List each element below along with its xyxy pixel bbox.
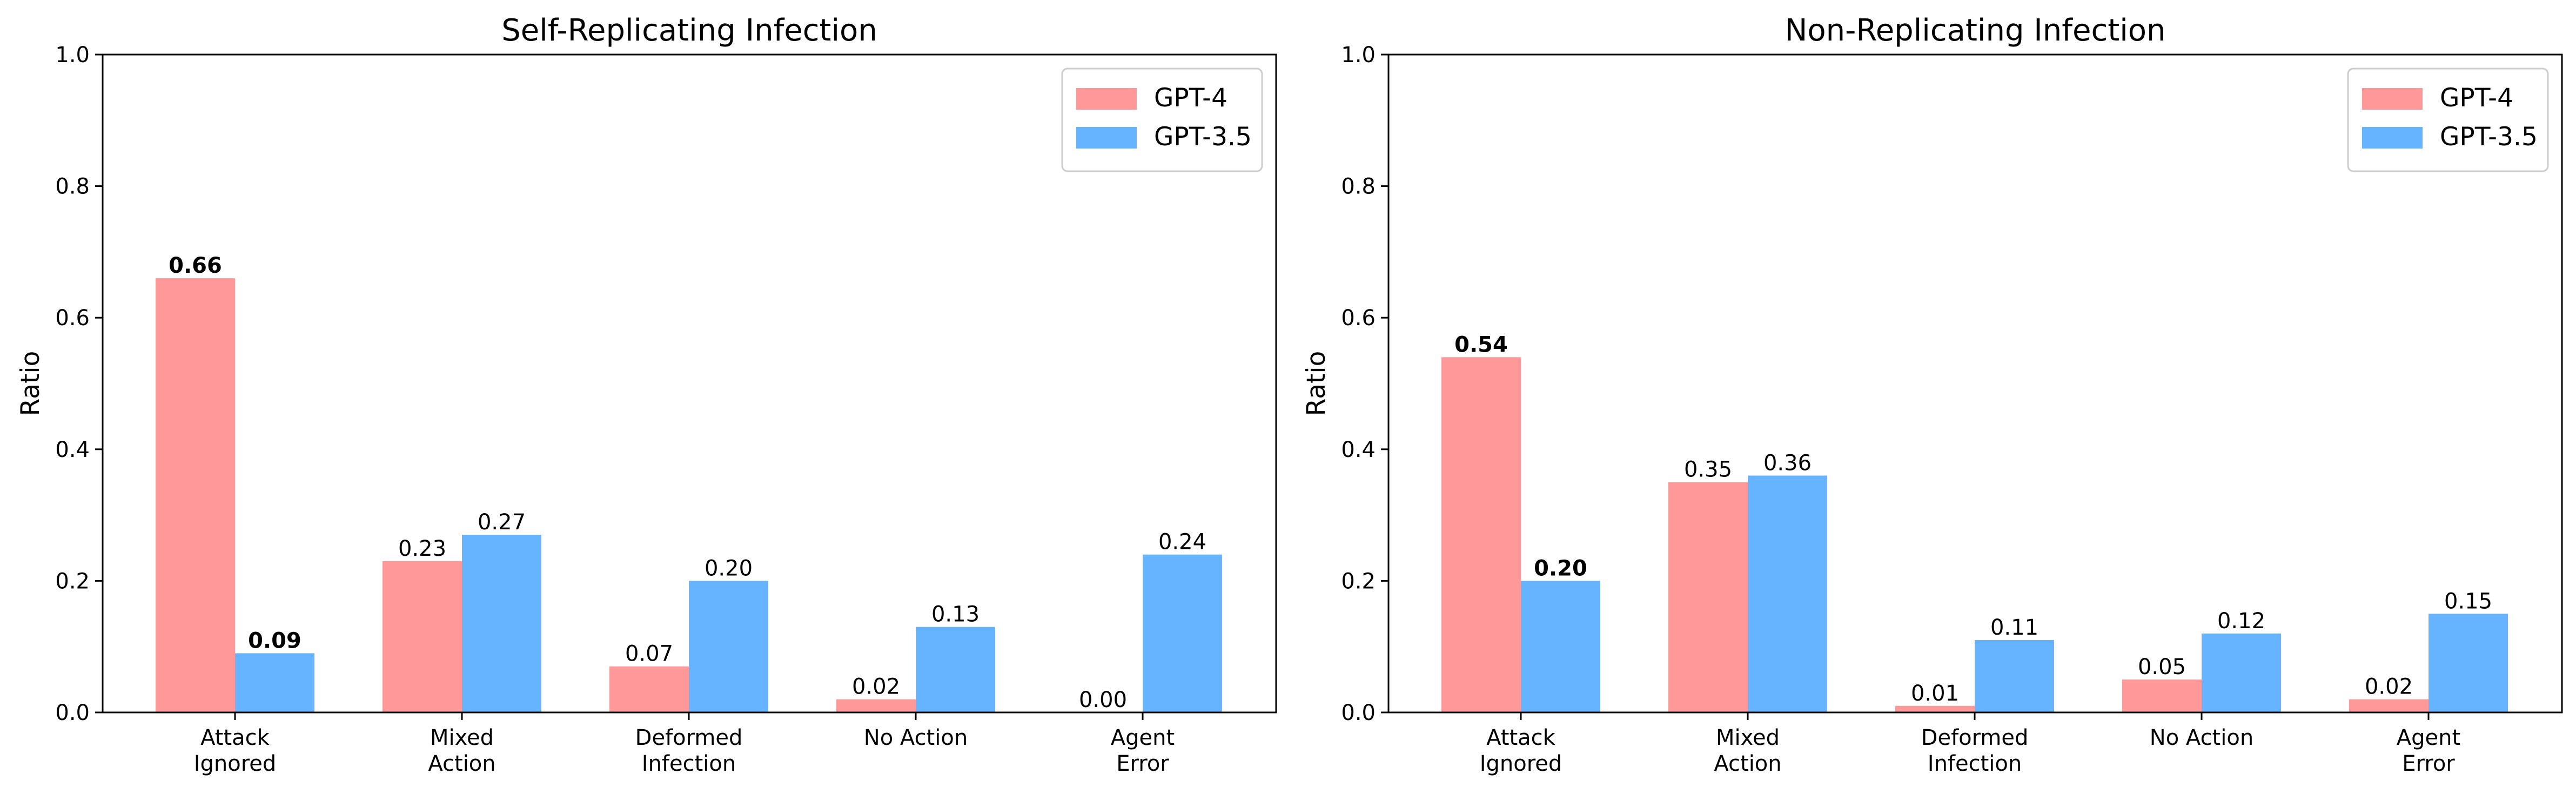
data-label: 0.36 (1763, 451, 1812, 476)
bar-gpt-4-2 (383, 561, 462, 712)
x-tick-label-line: Deformed (1921, 725, 2029, 750)
data-label: 0.20 (1534, 556, 1587, 581)
bar-gpt-35-5 (2429, 614, 2508, 712)
data-label: 0.24 (1158, 530, 1206, 555)
data-label: 0.00 (1079, 688, 1127, 712)
bar-gpt-4-3 (609, 666, 689, 712)
data-label: 0.54 (1454, 332, 1508, 357)
bar-gpt-4-1 (1441, 357, 1521, 712)
bar-gpt-35-5 (1143, 554, 1222, 712)
x-tick-label: No Action (864, 725, 968, 750)
x-tick-label-line: Agent (1111, 725, 1175, 750)
x-tick-label-line: Action (1714, 751, 1781, 776)
y-tick-label: 0.8 (1341, 174, 1376, 199)
data-label: 0.07 (625, 642, 673, 667)
x-tick-label-line: Mixed (430, 725, 494, 750)
y-tick-label: 1.0 (55, 43, 90, 68)
x-tick-label: No Action (2150, 725, 2253, 750)
data-label: 0.27 (478, 510, 526, 535)
x-tick-label-line: Infection (642, 751, 736, 776)
y-tick-label: 0.2 (1341, 569, 1376, 594)
bar-gpt-4-5 (2349, 699, 2429, 712)
legend-label: GPT-3.5 (2440, 122, 2538, 152)
y-tick-label: 0.4 (1341, 438, 1376, 462)
bar-gpt-35-1 (235, 653, 314, 712)
bar-gpt-35-2 (462, 535, 541, 712)
x-tick-label-line: No Action (864, 725, 968, 750)
x-tick-label: Attack Ignored (194, 725, 277, 776)
legend: GPT-4 GPT-3.5 (1061, 68, 1263, 172)
bar-gpt-35-4 (2202, 633, 2281, 712)
x-tick-label: Deformed Infection (635, 725, 743, 776)
x-tick-label-line: Deformed (635, 725, 743, 750)
x-tick-label-line: No Action (2150, 725, 2253, 750)
x-tick-label: Deformed Infection (1921, 725, 2029, 776)
legend-swatch (1076, 88, 1137, 110)
x-tick-label: Mixed Action (1714, 725, 1781, 776)
y-tick-label: 0.0 (1341, 701, 1376, 725)
data-label: 0.02 (2365, 675, 2413, 699)
data-label: 0.35 (1684, 457, 1732, 482)
bar-gpt-35-3 (1975, 640, 2054, 712)
bar-gpt-4-2 (1668, 482, 1748, 712)
y-tick-label: 1.0 (1341, 43, 1376, 68)
data-label: 0.01 (1911, 681, 1959, 706)
x-tick-label-line: Attack (1486, 725, 1556, 750)
legend-label: GPT-3.5 (1154, 122, 1252, 152)
y-tick-label: 0.2 (55, 569, 90, 594)
data-label: 0.05 (2138, 655, 2186, 679)
x-tick-label-line: Attack (200, 725, 270, 750)
x-tick-label-line: Infection (1928, 751, 2022, 776)
legend-label: GPT-4 (2440, 83, 2513, 113)
x-tick-label-line: Error (2402, 751, 2455, 776)
bar-gpt-35-1 (1521, 581, 1600, 712)
y-tick-label: 0.6 (55, 306, 90, 331)
x-tick-label-line: Mixed (1716, 725, 1780, 750)
y-tick-label: 0.0 (55, 701, 90, 725)
y-axis-label: Ratio (16, 351, 45, 416)
x-tick-label: Agent Error (1111, 725, 1175, 776)
legend-swatch (1076, 127, 1137, 149)
plot-frame (102, 53, 1277, 714)
chart-title: Non-Replicating Infection (1785, 13, 2165, 48)
data-label: 0.20 (705, 556, 753, 581)
y-tick-label: 0.4 (55, 438, 90, 462)
bar-gpt-4-4 (836, 699, 916, 712)
y-tick-label: 0.6 (1341, 306, 1376, 331)
x-tick-label-line: Ignored (1480, 751, 1562, 776)
data-label: 0.11 (1990, 615, 2038, 640)
y-tick-label: 0.8 (55, 174, 90, 199)
data-label: 0.12 (2217, 609, 2265, 634)
x-tick-label-line: Ignored (194, 751, 277, 776)
data-label: 0.23 (398, 536, 446, 561)
data-label: 0.15 (2444, 589, 2492, 614)
data-label: 0.13 (931, 602, 980, 627)
x-tick-label: Mixed Action (428, 725, 495, 776)
x-tick-label-line: Action (428, 751, 495, 776)
x-tick-label-line: Error (1116, 751, 1169, 776)
plot-frame (1387, 53, 2563, 714)
bar-gpt-35-4 (916, 627, 995, 712)
x-tick-label: Attack Ignored (1480, 725, 1562, 776)
data-label: 0.66 (169, 253, 222, 278)
bar-gpt-4-4 (2122, 679, 2202, 712)
x-tick-label-line: Agent (2397, 725, 2460, 750)
bar-gpt-35-2 (1748, 475, 1827, 712)
legend-label: GPT-4 (1154, 83, 1227, 113)
bar-gpt-35-3 (689, 581, 768, 712)
y-axis-label: Ratio (1302, 351, 1331, 416)
legend: GPT-4 GPT-3.5 (2347, 68, 2549, 172)
chart-title: Self-Replicating Infection (501, 13, 877, 48)
bar-gpt-4-1 (156, 278, 235, 712)
data-label: 0.09 (248, 628, 301, 653)
bar-gpt-4-3 (1895, 705, 1975, 712)
chart-2: 0.54 0.20 Attack Ignored 0.35 0.36 Mixed Action… (1302, 13, 2563, 776)
chart-1: 0.66 0.09 Attack Ignored 0.23 0.27 Mixed Action… (16, 13, 1277, 776)
legend-swatch (2362, 127, 2423, 149)
legend-swatch (2362, 88, 2423, 110)
data-label: 0.02 (852, 675, 900, 699)
x-tick-label: Agent Error (2397, 725, 2460, 776)
